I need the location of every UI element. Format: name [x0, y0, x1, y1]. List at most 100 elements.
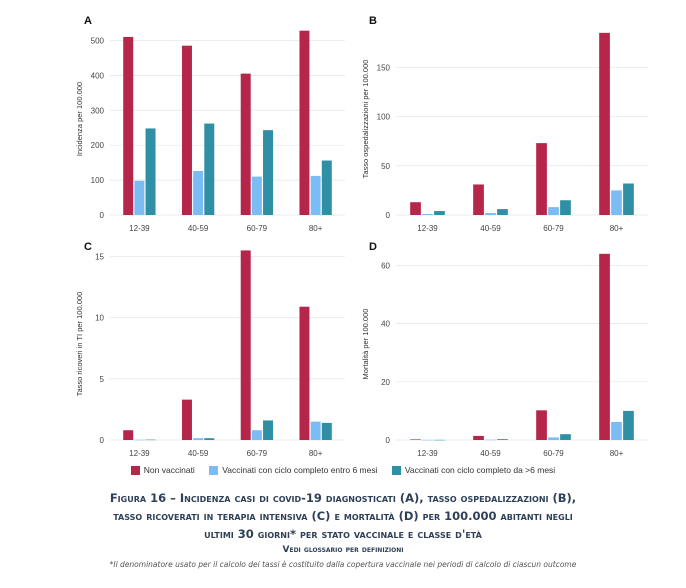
y-tick-label: 500 [91, 36, 105, 45]
bar-b-40-59-s2 [485, 213, 496, 215]
bar-d-40-59-s2 [485, 439, 496, 441]
bar-d-60-79-s1 [536, 410, 547, 440]
x-tick-label: 60-79 [247, 449, 268, 458]
bar-a-80+-s3 [321, 160, 332, 215]
y-tick-label: 150 [377, 63, 391, 72]
bar-a-80+-s1 [299, 30, 310, 216]
bar-b-12-39-s1 [410, 202, 421, 215]
bar-c-60-79-s3 [263, 420, 274, 440]
bar-d-12-39-s1 [410, 439, 421, 440]
bar-b-80+-s2 [611, 190, 622, 215]
bar-b-60-79-s2 [548, 207, 559, 215]
bar-b-60-79-s3 [560, 200, 571, 215]
bar-c-80+-s2 [310, 421, 321, 440]
caption-line-3: ultimi 30 giorni* per stato vaccinale e … [204, 527, 482, 541]
bar-b-12-39-s2 [422, 214, 433, 215]
legend-label-non-vaccinati: Non vaccinati [143, 465, 195, 475]
bar-c-12-39-s2 [134, 439, 145, 441]
x-tick-label: 80+ [309, 449, 323, 458]
legend-label-oltre-6-mesi: Vaccinati con ciclo completo da >6 mesi [404, 465, 556, 475]
legend-item-oltre-6-mesi: Vaccinati con ciclo completo da >6 mesi [391, 465, 556, 475]
y-tick-label: 0 [386, 436, 391, 445]
bar-a-60-79-s1 [240, 73, 251, 215]
y-axis-label: Tasso ospedalizzazioni per 100.000 [361, 60, 370, 179]
bar-a-40-59-s1 [181, 45, 192, 215]
y-tick-label: 60 [381, 261, 390, 270]
x-tick-label: 12-39 [417, 449, 438, 458]
chart-legend: Non vaccinati Vaccinati con ciclo comple… [0, 465, 686, 477]
x-tick-label: 40-59 [188, 224, 209, 233]
bar-b-80+-s1 [599, 32, 610, 215]
bar-b-40-59-s3 [497, 209, 508, 215]
bar-d-12-39-s2 [422, 439, 433, 441]
y-tick-label: 15 [95, 253, 104, 262]
bar-c-12-39-s1 [123, 430, 134, 440]
x-tick-label: 60-79 [543, 449, 564, 458]
bar-a-60-79-s3 [263, 130, 274, 215]
y-tick-label: 5 [100, 375, 105, 384]
chart-panel-d: 0 20 40 60 D Mortalità per 100.000 12-39 40-59 6… [361, 241, 648, 458]
x-tick-label: 60-79 [247, 224, 268, 233]
x-tick-label: 40-59 [480, 224, 501, 233]
bar-a-80+-s2 [310, 175, 321, 215]
y-tick-label: 0 [386, 211, 391, 220]
bar-c-60-79-s2 [251, 430, 262, 440]
bar-a-40-59-s2 [193, 171, 204, 215]
caption-subtitle: Vedi glossario per definizioni [282, 545, 404, 555]
x-tick-label: 80+ [610, 449, 624, 458]
panel-letter: B [369, 15, 377, 27]
y-axis-label: Tasso ricoveri in TI per 100.000 [75, 292, 84, 397]
bar-d-60-79-s2 [548, 437, 559, 440]
bar-a-12-39-s3 [145, 128, 156, 215]
legend-swatch-entro-6-mesi [209, 465, 219, 475]
panel-letter: A [84, 15, 92, 27]
bar-a-12-39-s2 [134, 180, 145, 215]
y-tick-label: 200 [91, 141, 105, 150]
bar-a-60-79-s2 [251, 176, 262, 215]
bar-d-80+-s3 [623, 410, 634, 440]
y-tick-label: 300 [91, 106, 105, 115]
bar-d-80+-s2 [611, 421, 622, 440]
bar-d-40-59-s3 [497, 439, 508, 440]
bar-c-80+-s3 [321, 422, 332, 440]
bar-b-60-79-s1 [536, 143, 547, 215]
bar-d-80+-s1 [599, 253, 610, 440]
y-tick-label: 100 [377, 113, 391, 122]
bar-c-40-59-s1 [181, 399, 192, 440]
bar-b-12-39-s3 [434, 211, 445, 215]
bar-d-60-79-s3 [560, 434, 571, 440]
y-axis-label: Mortalità per 100.000 [361, 309, 370, 380]
bar-b-80+-s3 [623, 183, 634, 215]
caption-line-2: tasso ricoverati in terapia intensiva (C… [113, 509, 573, 523]
bar-c-80+-s1 [299, 306, 310, 440]
bar-b-40-59-s1 [473, 184, 484, 215]
x-tick-label: 80+ [610, 224, 624, 233]
panel-letter: D [369, 241, 377, 253]
legend-swatch-oltre-6-mesi [391, 465, 401, 475]
chart-panel-a: 0 100 200 300 400 500 A Incidenza per 100.000 12… [75, 15, 345, 233]
y-tick-label: 50 [381, 162, 390, 171]
caption-footnote: *Il denominatore usato per il calcolo de… [109, 560, 577, 569]
bar-a-40-59-s3 [204, 123, 215, 215]
bar-d-12-39-s3 [434, 439, 445, 441]
y-tick-label: 10 [95, 314, 104, 323]
bar-c-60-79-s1 [240, 250, 251, 440]
legend-item-non-vaccinati: Non vaccinati [130, 465, 195, 475]
legend-swatch-non-vaccinati [130, 465, 140, 475]
x-tick-label: 12-39 [129, 224, 150, 233]
chart-panel-b: 0 50 100 150 B Tasso ospedalizzazioni per 100… [361, 15, 648, 233]
y-axis-label: Incidenza per 100.000 [75, 82, 84, 156]
bar-a-12-39-s1 [123, 36, 134, 215]
bar-c-40-59-s2 [193, 438, 204, 440]
y-tick-label: 0 [100, 436, 105, 445]
x-tick-label: 40-59 [480, 449, 501, 458]
x-tick-label: 40-59 [188, 449, 209, 458]
y-tick-label: 100 [91, 176, 105, 185]
legend-label-entro-6-mesi: Vaccinati con ciclo completo entro 6 mes… [222, 465, 378, 475]
y-tick-label: 20 [381, 378, 390, 387]
x-tick-label: 80+ [309, 224, 323, 233]
y-tick-label: 0 [100, 211, 105, 220]
bar-c-12-39-s3 [145, 439, 156, 441]
x-tick-label: 12-39 [417, 224, 438, 233]
